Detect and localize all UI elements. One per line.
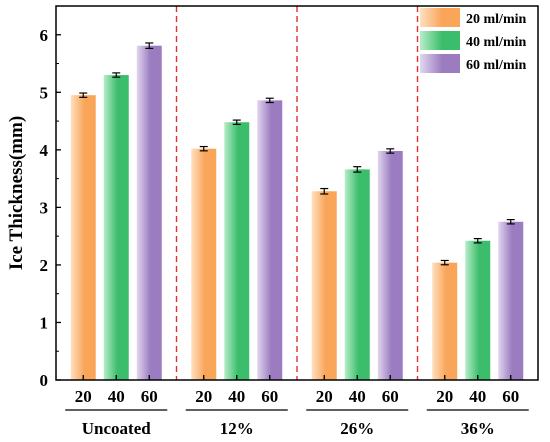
- y-axis: 0 1 2 3 4 5 6: [40, 26, 61, 390]
- bar-26pct-20: [311, 191, 337, 380]
- legend-swatch: [420, 8, 460, 27]
- error-bar: [199, 145, 208, 152]
- bar-36pct-40: [465, 240, 491, 380]
- y-tick-label: 5: [40, 83, 49, 102]
- group-separators: [175, 6, 419, 380]
- bar-36pct-60: [498, 221, 524, 380]
- legend-label: 60 ml/min: [466, 58, 526, 73]
- legend-label: 40 ml/min: [466, 35, 526, 50]
- error-bar: [79, 92, 88, 98]
- y-tick-label: 4: [40, 141, 49, 160]
- group-label: 12%: [220, 419, 254, 438]
- x-tick-label: 20: [195, 387, 212, 406]
- x-tick-label: 40: [108, 387, 125, 406]
- legend-label: 20 ml/min: [466, 12, 526, 27]
- bar-12pct-60: [257, 100, 283, 381]
- error-bar: [353, 166, 362, 173]
- plot-frame: [55, 5, 539, 381]
- bars-layer: [70, 42, 524, 381]
- error-bar: [506, 219, 515, 225]
- y-tick-label: 0: [40, 371, 49, 390]
- y-tick-label: 1: [40, 313, 49, 332]
- x-tick-label: 60: [502, 387, 519, 406]
- error-bar: [473, 238, 482, 244]
- bar-uncoated-20: [70, 95, 96, 380]
- legend-swatch: [420, 31, 460, 50]
- x-tick-label: 40: [349, 387, 366, 406]
- x-tick-label: 60: [141, 387, 158, 406]
- error-bar: [232, 119, 241, 125]
- group-label: Uncoated: [82, 419, 151, 438]
- x-tick-label: 60: [261, 387, 278, 406]
- error-bar: [386, 148, 395, 154]
- bar-uncoated-60: [136, 45, 162, 380]
- y-tick-label: 2: [40, 256, 49, 275]
- x-axis: 20 40 60 Uncoated 20 40 60 12% 20 40 60 26% 20 40 60 36…: [65, 375, 529, 438]
- error-bar: [320, 187, 329, 195]
- bar-uncoated-40: [103, 75, 129, 381]
- x-tick-label: 20: [316, 387, 333, 406]
- y-tick-label: 3: [40, 198, 49, 217]
- x-tick-label: 40: [228, 387, 245, 406]
- group-label: 26%: [340, 419, 374, 438]
- bar-26pct-40: [344, 169, 370, 380]
- group-label: 36%: [461, 419, 495, 438]
- legend-swatch: [420, 54, 460, 73]
- bar-12pct-20: [191, 148, 217, 380]
- y-tick-label: 6: [40, 26, 49, 45]
- error-bar: [112, 72, 121, 78]
- bar-26pct-60: [377, 150, 403, 380]
- error-bar: [440, 259, 449, 266]
- legend: 20 ml/min 40 ml/min 60 ml/min: [420, 8, 526, 73]
- y-axis-label: Ice Thickness(mm): [6, 116, 27, 270]
- x-tick-label: 20: [75, 387, 92, 406]
- bar-12pct-40: [224, 122, 250, 380]
- x-tick-label: 20: [436, 387, 453, 406]
- error-bar: [145, 42, 154, 50]
- bar-36pct-20: [432, 262, 458, 380]
- x-tick-label: 40: [469, 387, 486, 406]
- error-bar: [265, 97, 274, 104]
- x-tick-label: 60: [382, 387, 399, 406]
